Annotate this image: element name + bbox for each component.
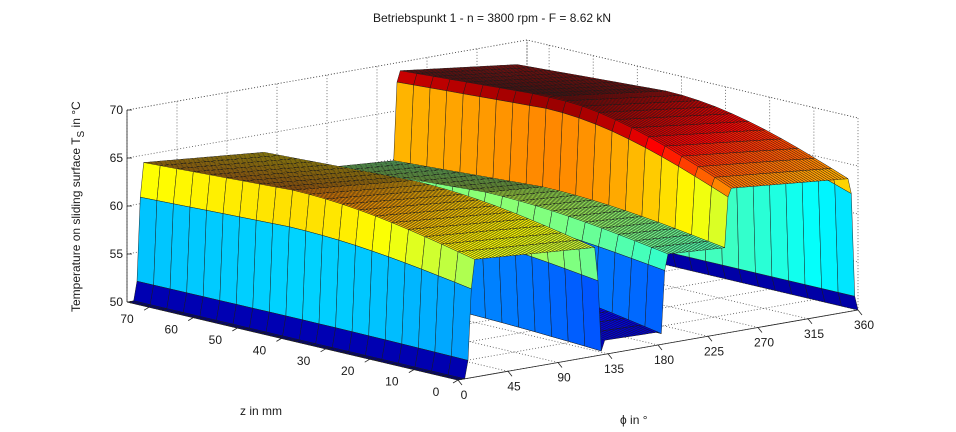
x-tick-label: 180 [654, 353, 674, 367]
y-axis-tick [364, 358, 370, 363]
surface-patch [232, 304, 254, 329]
surface-patch [381, 339, 403, 364]
y-tick-label: 70 [120, 312, 134, 326]
z-axis-label-subscript: S [76, 130, 87, 137]
z-axis-label: Temperature on sliding surface TS in °C [69, 101, 87, 312]
surface-patch [371, 215, 393, 258]
surface-patch [183, 292, 204, 317]
x-tick-label: 45 [507, 379, 521, 393]
y-axis-tick [232, 327, 238, 332]
surface-patch [249, 307, 270, 333]
x-tick-label: 315 [804, 327, 824, 341]
grid-line-temperature [126, 39, 859, 119]
x-axis-label: ϕ in ° [620, 413, 648, 427]
grid-line-phi [326, 75, 659, 346]
surface-patch [707, 186, 729, 249]
y-axis-tick [143, 306, 150, 311]
chart-title: Betriebspunkt 1 - n = 3800 rpm - F = 8.6… [373, 11, 611, 25]
surface-patch [414, 347, 436, 372]
surface-patch [282, 315, 303, 341]
surface-patch [834, 183, 855, 297]
x-tick-label: 270 [754, 336, 774, 350]
y-axis-line [126, 301, 459, 381]
surface-patch [298, 319, 320, 344]
z-axis-label-unit: in °C [69, 101, 83, 131]
x-axis-tick [807, 318, 813, 324]
x-axis-tick [607, 353, 613, 359]
y-axis-tick [452, 379, 459, 384]
y-tick-label: 40 [253, 343, 267, 357]
x-axis-tick [507, 371, 513, 377]
surface-mesh [126, 64, 859, 381]
surface-patch [348, 331, 369, 356]
surface-patch [404, 229, 426, 270]
x-tick-label: 0 [461, 388, 468, 402]
surface-patch [338, 203, 360, 246]
surface-patch [216, 300, 237, 325]
surface-patch [581, 274, 602, 352]
x-axis-tick [657, 344, 663, 351]
surface-patch [644, 264, 665, 334]
y-tick-label: 60 [165, 323, 179, 337]
y-tick-label: 10 [385, 375, 399, 389]
x-axis-tick [457, 379, 463, 386]
y-axis-tick [408, 369, 415, 373]
grid-line-phi [376, 66, 709, 337]
z-tick-label: 60 [110, 199, 124, 213]
x-axis-tick [707, 336, 713, 342]
x-tick-label: 225 [704, 344, 724, 358]
surface-patch [608, 130, 629, 212]
surface-patch [451, 281, 472, 361]
surface-patch [315, 323, 336, 348]
y-axis-tick [320, 348, 326, 353]
y-tick-label: 50 [209, 333, 223, 347]
x-axis-tick [857, 309, 863, 316]
surface-patch [627, 258, 649, 330]
x-tick-label: 360 [854, 318, 874, 332]
z-tick-label: 50 [110, 295, 124, 309]
y-axis-tick [187, 317, 194, 321]
surface-patch [332, 327, 353, 352]
x-axis-tick [757, 327, 763, 333]
y-axis-label: z in mm [240, 404, 282, 418]
surface-patch [837, 291, 859, 311]
y-tick-label: 0 [433, 385, 440, 399]
y-tick-label: 20 [341, 364, 355, 378]
x-tick-label: 135 [604, 362, 624, 376]
axes-front: 0 45 90 135 180 225 270 315 360 0 10 20 30 40 50 60 70 50… [110, 103, 875, 402]
surface-patch [674, 165, 696, 236]
z-tick-label: 70 [110, 103, 124, 117]
surface-patch [265, 311, 287, 337]
y-tick-label: 30 [297, 354, 311, 368]
grid-line-temperature [126, 87, 859, 167]
x-tick-label: 90 [557, 371, 571, 385]
z-tick-label: 55 [110, 247, 124, 261]
y-axis-tick [276, 338, 282, 342]
surface-patch [149, 284, 171, 309]
surface-patch [305, 194, 326, 236]
x-axis-tick [557, 362, 563, 368]
z-tick-label: 65 [110, 151, 124, 165]
surface-patch [641, 147, 663, 223]
grid-line-phi [276, 83, 609, 355]
